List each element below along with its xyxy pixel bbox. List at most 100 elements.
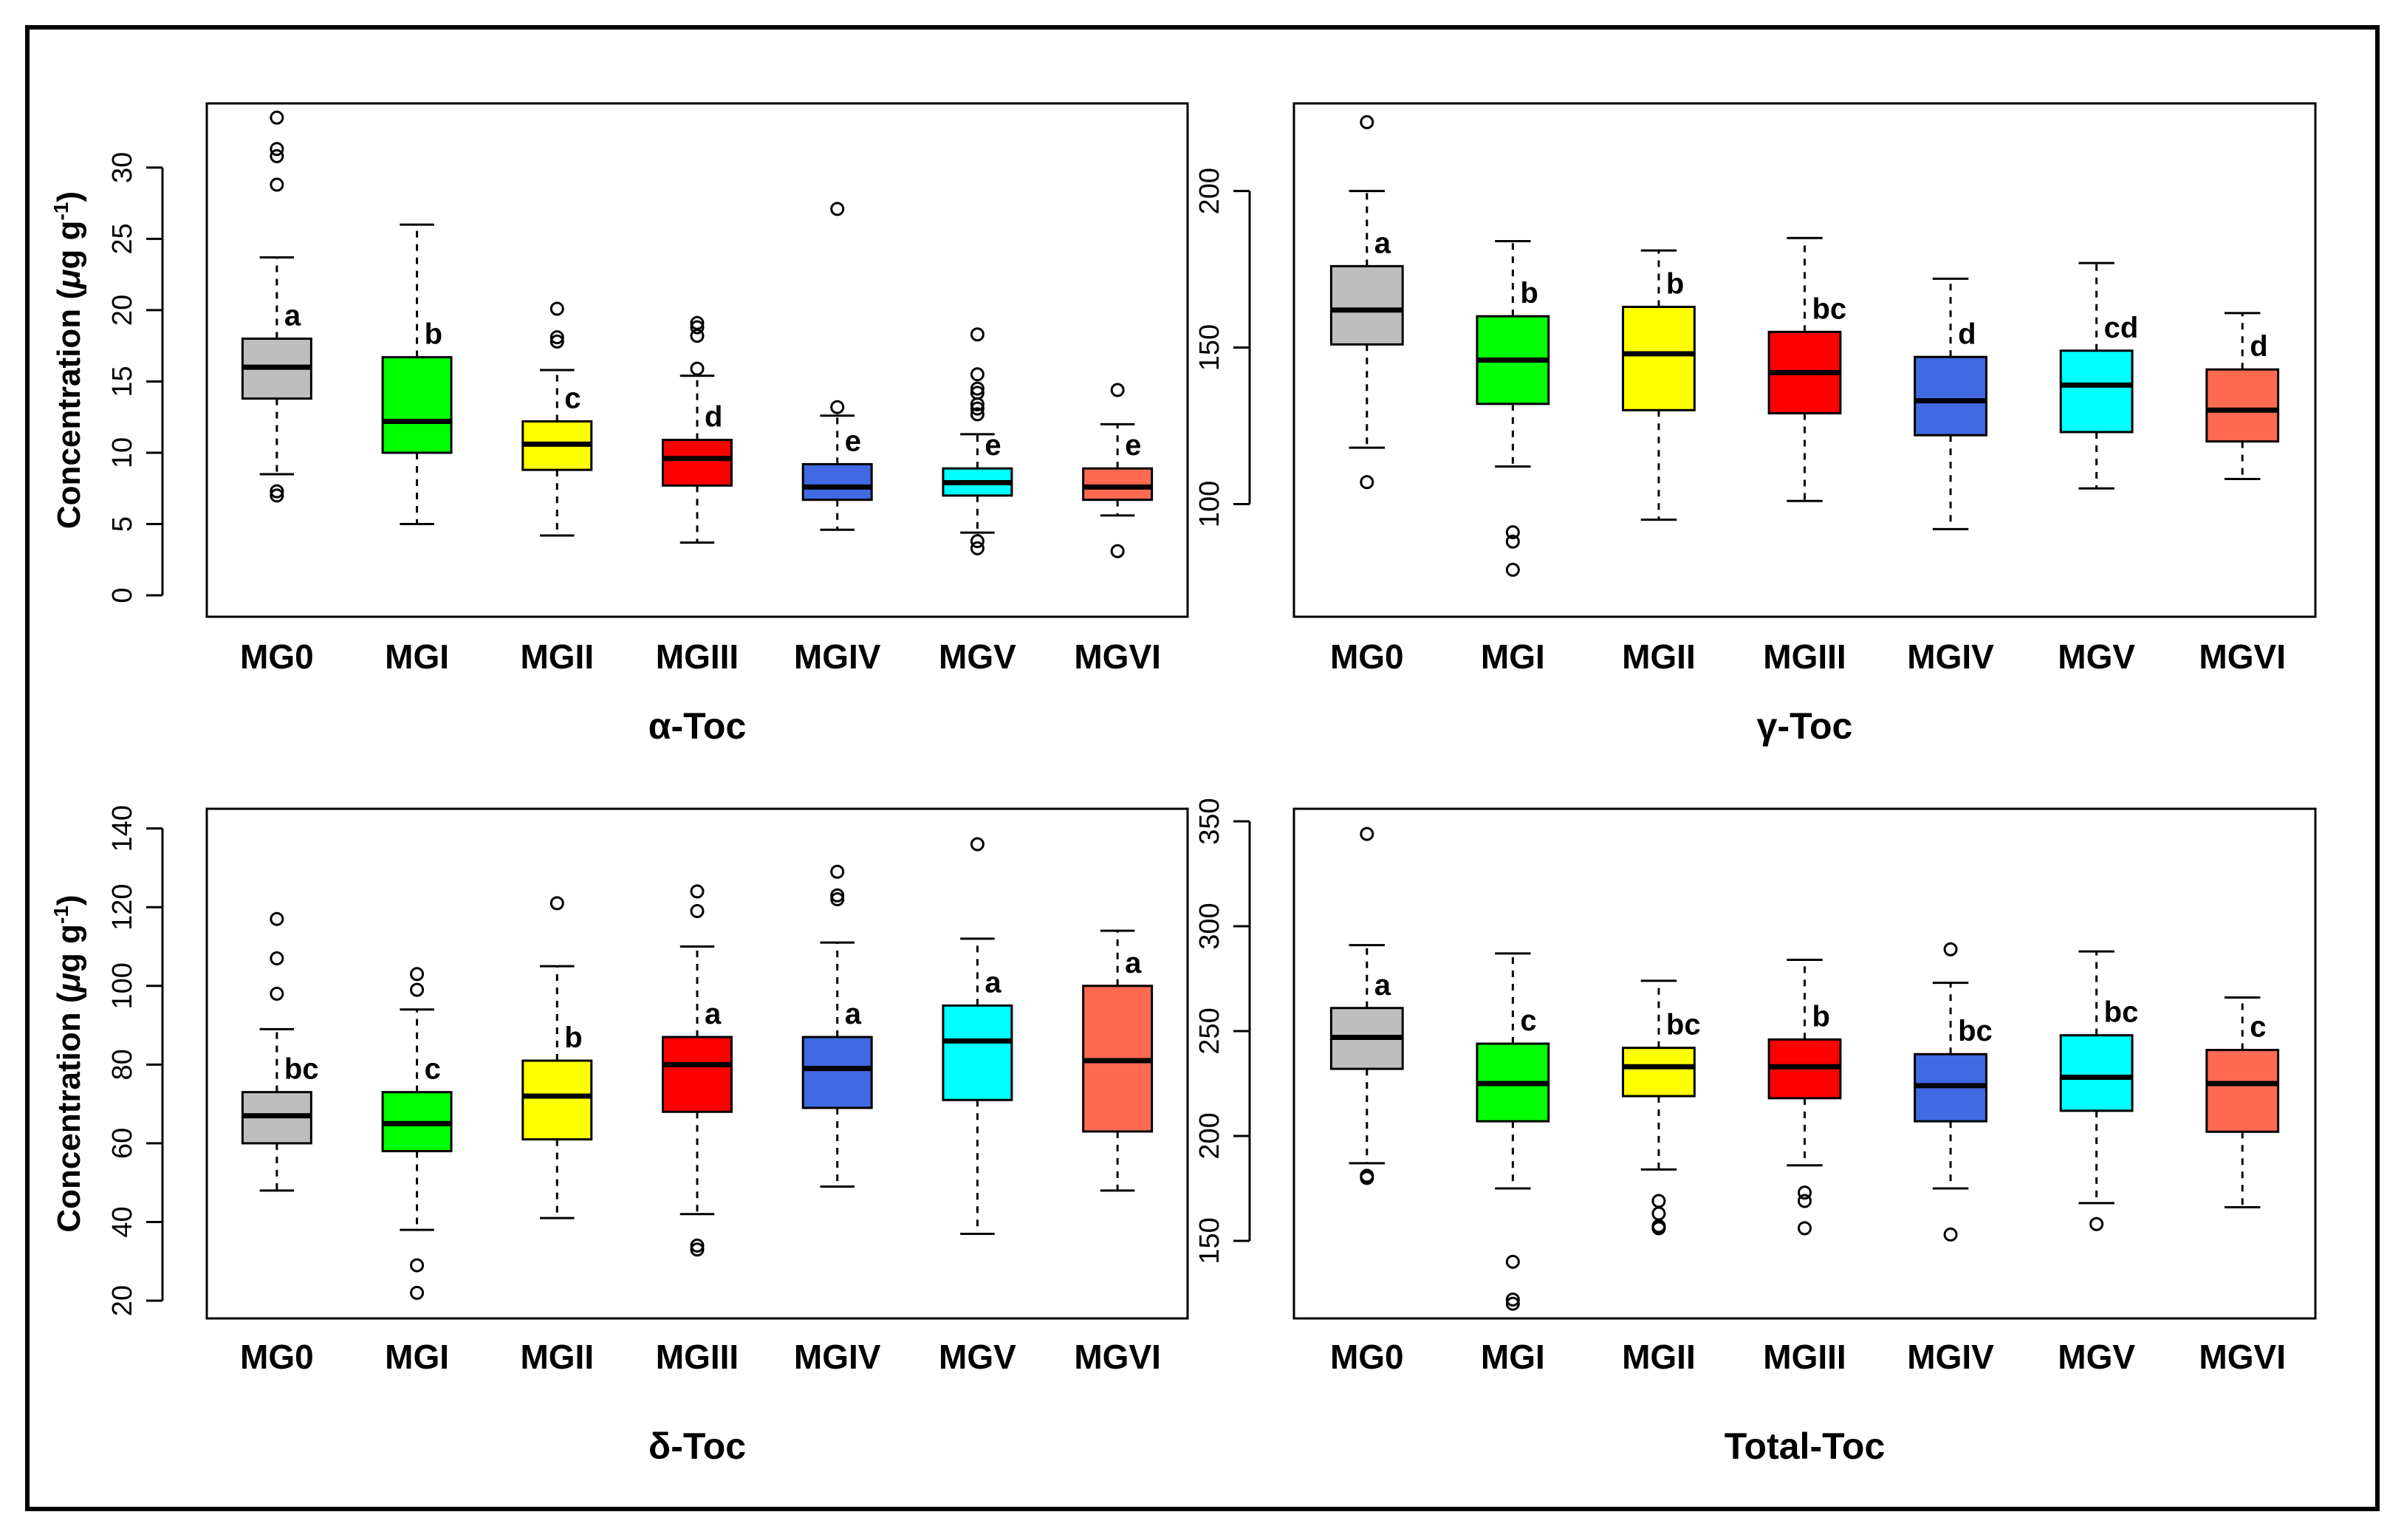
iqr-box (2205, 1049, 2280, 1133)
box-mgiii: d (662, 315, 733, 544)
box-mgii: b (521, 896, 593, 1219)
significance-letter: b (1666, 267, 1684, 300)
x-category-label: MGVI (1074, 1338, 1161, 1376)
y-tick-label: 20 (107, 1285, 138, 1316)
significance-letter: c (564, 383, 581, 415)
outlier-point (1110, 544, 1125, 558)
box-mg0: a (241, 110, 312, 503)
outlier-point (2089, 1216, 2104, 1231)
iqr-box (801, 1036, 873, 1109)
box-mgi: c (381, 967, 453, 1300)
chart-panel-4: 150 200 250 300 350 a MG0 c MGI bc MGII b MGIII bc MGI… (1194, 798, 2317, 1467)
y-tick-label: 200 (1194, 1112, 1225, 1159)
box-mgiv: e (801, 202, 873, 531)
chart-panel-1: 0 5 10 15 20 25 30 Concentration (μg g-1) a MG0 b M… (49, 102, 1189, 747)
outlier-point (830, 202, 845, 216)
significance-letter: c (1520, 1005, 1536, 1037)
y-tick-label: 200 (1194, 168, 1225, 214)
significance-letter: a (705, 998, 722, 1030)
x-category-label: MGIII (1763, 637, 1846, 676)
significance-letter: bc (1812, 292, 1847, 325)
significance-letter: d (1958, 318, 1976, 350)
y-tick-label: 250 (1194, 1007, 1225, 1054)
x-category-label: MGII (520, 637, 594, 676)
iqr-box (1622, 1047, 1696, 1098)
outlier-point (270, 911, 284, 926)
x-category-label: MGVI (2199, 637, 2286, 676)
x-category-label: MGII (1622, 1338, 1696, 1376)
box-mgi: b (381, 223, 453, 526)
significance-letter: a (1125, 947, 1142, 979)
box-mgvi: e (1082, 383, 1154, 558)
outlier-point (970, 386, 984, 400)
outlier-point (549, 334, 564, 349)
x-category-label: MG0 (1330, 1338, 1404, 1376)
significance-letter: a (284, 300, 301, 332)
x-category-label: MGI (385, 637, 449, 676)
outlier-point (1360, 1168, 1374, 1183)
y-axis-label-part: ) (51, 191, 87, 202)
significance-letter: e (845, 425, 861, 457)
y-axis-label: Concentration (μg g-1) (49, 191, 87, 529)
y-axis-label-part: μ (51, 269, 87, 290)
iqr-box (1914, 355, 1987, 437)
x-category-label: MG0 (240, 1338, 314, 1376)
x-category-label: MGV (2058, 1338, 2135, 1376)
iqr-box (1622, 305, 1696, 411)
outlier-point (1798, 1194, 1812, 1208)
x-category-label: MG0 (240, 637, 314, 676)
outlier-point (270, 142, 284, 157)
x-category-label: MGVI (1074, 637, 1161, 676)
outlier-point (410, 982, 425, 997)
outlier-point (270, 148, 284, 163)
significance-letter: bc (284, 1053, 319, 1086)
outlier-point (690, 1242, 705, 1257)
iqr-box (662, 1036, 733, 1113)
x-category-label: MGIV (1907, 637, 1994, 676)
y-tick-label: 120 (107, 884, 138, 931)
plot-area-frame (205, 102, 1189, 618)
box-mgiv: d (1914, 277, 1987, 530)
significance-letter: bc (1958, 1015, 1993, 1047)
chart-panel-3: 20 40 60 80 100 120 140 Concentration (μg g-1) b… (49, 805, 1189, 1467)
outlier-point (410, 1285, 425, 1300)
outlier-point (270, 986, 284, 1001)
y-tick-label: 5 (107, 516, 138, 532)
box-mgv: bc (2059, 950, 2138, 1231)
iqr-box (381, 356, 453, 454)
box-mgiv: a (801, 864, 873, 1188)
chart-panel-2: 100 150 200 a MG0 b MGI b MGII bc MGIII d MGIV cd MGV d… (1194, 102, 2317, 747)
significance-letter: a (845, 998, 862, 1030)
iqr-box (942, 1004, 1013, 1101)
outlier-point (1798, 1185, 1812, 1200)
y-axis-label-part: Concentration ( (51, 992, 87, 1232)
outlier-point (690, 1238, 705, 1253)
x-category-label: MGI (1481, 1338, 1545, 1376)
x-category-label: MGIV (794, 1338, 881, 1376)
y-tick-label: 300 (1194, 903, 1225, 949)
y-axis-label-part: Concentration ( (51, 289, 87, 529)
y-tick-label: 150 (1194, 1217, 1225, 1264)
significance-letter: e (1125, 429, 1141, 462)
significance-letter: d (2250, 330, 2267, 363)
x-category-label: MGIV (794, 637, 881, 676)
x-category-label: MGII (520, 1338, 594, 1376)
panel-title: Total-Toc (1725, 1426, 1886, 1467)
outlier-point (549, 896, 564, 911)
outlier-point (690, 315, 705, 330)
panel-title: δ-Toc (648, 1426, 746, 1467)
y-axis-label: Concentration (μg g-1) (49, 894, 87, 1232)
y-axis-label-part: g g (51, 220, 87, 269)
iqr-box (521, 1059, 593, 1141)
outlier-point (1651, 1194, 1666, 1208)
box-mgiii: a (662, 884, 733, 1257)
box-mgiii: b (1767, 958, 1842, 1236)
iqr-box (1082, 467, 1154, 502)
y-tick-label: 20 (107, 295, 138, 326)
y-tick-label: 15 (107, 366, 138, 397)
outlier-point (970, 534, 984, 549)
box-mgiv: bc (1914, 942, 1993, 1242)
iqr-box (1329, 264, 1404, 346)
x-category-label: MGIII (656, 637, 739, 676)
x-category-label: MGIII (1763, 1338, 1846, 1376)
